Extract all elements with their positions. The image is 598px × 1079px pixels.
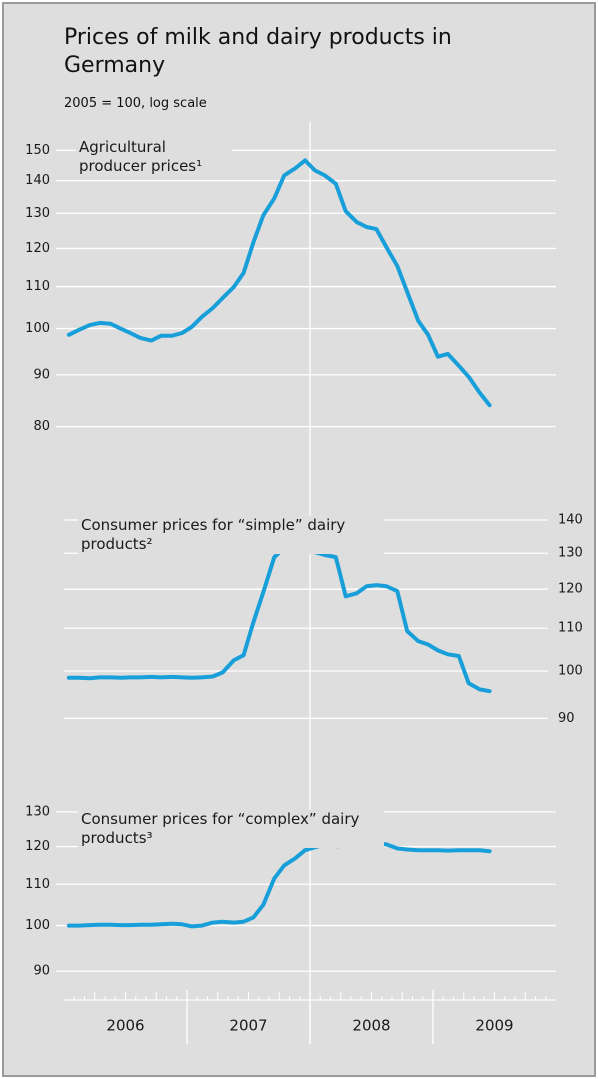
y-tick-label: 110 [25, 877, 50, 892]
y-tick-label: 90 [33, 367, 50, 382]
y-tick-label: 150 [25, 143, 50, 158]
y-tick-label: 80 [33, 419, 50, 434]
y-tick-label: 130 [25, 804, 50, 819]
y-tick-label: 100 [25, 321, 50, 336]
x-tick-label: 2008 [352, 1017, 390, 1035]
series-line [66, 841, 492, 929]
x-tick-label: 2006 [106, 1017, 144, 1035]
chart: 80 90 100 110 120 130 140 150 90 100 110 120 130 140 9… [25, 122, 583, 1044]
chart-subtitle: 2005 = 100, log scale [64, 96, 207, 111]
y-tick-label: 130 [25, 206, 50, 221]
y-tick-label: 110 [25, 279, 50, 294]
y-tick-label: 130 [558, 546, 583, 561]
y-tick-label: 90 [558, 711, 575, 726]
y-tick-label: 90 [33, 964, 50, 979]
series-label: Consumer prices for “simple” dairy produ… [78, 516, 384, 554]
series-label: Consumer prices for “complex” dairy prod… [78, 810, 384, 848]
y-tick-label: 110 [558, 621, 583, 636]
series-line [66, 158, 492, 408]
x-tick-label: 2007 [229, 1017, 267, 1035]
y-tick-label: 120 [25, 839, 50, 854]
y-tick-label: 100 [25, 918, 50, 933]
series-line [66, 542, 492, 694]
y-tick-label: 140 [558, 512, 583, 527]
y-tick-label: 100 [558, 664, 583, 679]
chart-title: Prices of milk and dairy products in Ger… [64, 25, 452, 78]
x-tick-label: 2009 [475, 1017, 513, 1035]
y-tick-label: 140 [25, 173, 50, 188]
series-label: Agricultural producer prices¹ [76, 138, 232, 176]
y-tick-label: 120 [25, 241, 50, 256]
y-tick-label: 120 [558, 582, 583, 597]
